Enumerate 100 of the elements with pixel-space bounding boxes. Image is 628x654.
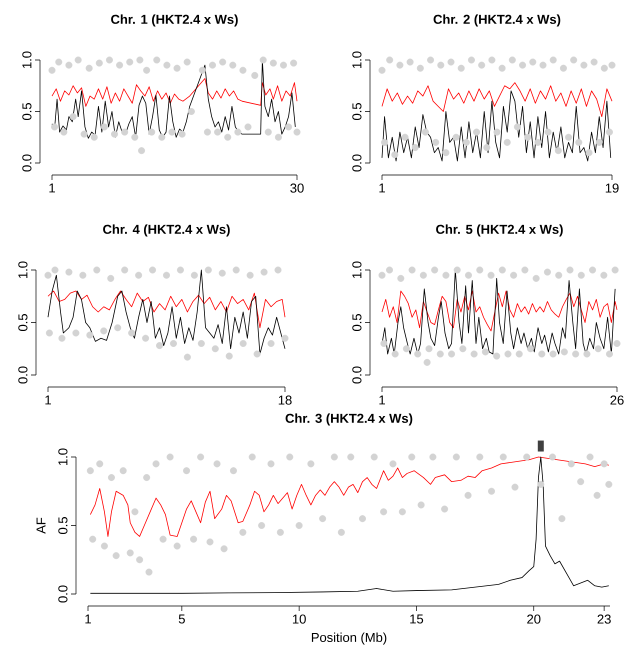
x-tick-label: 26 <box>610 396 624 405</box>
point <box>514 123 522 130</box>
point <box>570 56 578 64</box>
point <box>142 334 150 342</box>
point <box>576 138 583 146</box>
point <box>580 62 588 69</box>
point <box>414 350 422 358</box>
point <box>240 340 247 347</box>
x-tick-label: 18 <box>279 396 292 405</box>
point <box>458 64 465 72</box>
point <box>596 138 603 146</box>
point <box>183 467 190 474</box>
point <box>417 64 424 72</box>
chart-title: Chr. 4 (HKT2.4 x Ws) <box>103 224 230 236</box>
point <box>87 467 94 474</box>
point <box>561 348 568 356</box>
point <box>55 58 62 66</box>
point <box>484 144 491 152</box>
point <box>538 480 545 488</box>
point <box>44 272 52 279</box>
point <box>392 151 399 158</box>
point <box>205 266 212 274</box>
point <box>544 268 552 276</box>
point <box>170 340 178 347</box>
point <box>606 350 614 358</box>
point <box>500 454 507 460</box>
y-tick-label: 0.0 <box>58 585 68 602</box>
point <box>135 272 142 279</box>
point <box>612 266 619 274</box>
point <box>121 128 128 136</box>
point <box>499 266 506 274</box>
point <box>136 556 144 564</box>
point <box>482 348 490 356</box>
y-tick-label: 1.0 <box>352 51 362 68</box>
point <box>220 545 228 552</box>
point <box>532 274 540 282</box>
point <box>464 492 472 499</box>
point <box>212 345 220 352</box>
point <box>70 113 77 120</box>
x-tick-label: 1 <box>46 396 52 404</box>
point <box>430 454 437 460</box>
point <box>152 460 160 468</box>
point <box>48 66 56 74</box>
point <box>442 149 450 156</box>
point <box>606 480 613 488</box>
point <box>46 329 54 336</box>
y-tick-label: 0.5 <box>352 314 362 331</box>
point <box>568 460 576 468</box>
point <box>584 350 591 358</box>
point <box>234 128 242 136</box>
point <box>488 272 495 279</box>
point <box>232 266 240 274</box>
point <box>438 62 445 69</box>
point <box>476 266 484 274</box>
point <box>442 272 450 279</box>
point <box>224 134 232 141</box>
point <box>380 508 388 516</box>
y-tick-label: 0.0 <box>352 154 362 172</box>
point <box>600 460 608 468</box>
point <box>519 62 526 69</box>
point <box>66 268 73 276</box>
point <box>89 536 96 543</box>
x-axis-title: Position (Mb) <box>312 632 387 645</box>
point <box>268 460 275 468</box>
point <box>572 350 580 358</box>
point <box>555 272 562 279</box>
point <box>441 506 448 513</box>
point <box>392 350 399 358</box>
point <box>523 454 530 460</box>
point <box>403 345 410 352</box>
point <box>600 272 608 279</box>
point <box>386 266 394 274</box>
point <box>72 329 80 336</box>
point <box>408 454 416 460</box>
point <box>408 266 416 274</box>
point <box>107 274 114 282</box>
point <box>465 272 472 279</box>
point <box>530 58 537 66</box>
point <box>51 123 58 130</box>
y-axis-title: AF <box>36 518 46 534</box>
point <box>522 266 529 274</box>
point <box>52 266 59 274</box>
point <box>246 272 254 279</box>
point <box>101 542 108 550</box>
y-tick-label: 0.5 <box>22 103 32 120</box>
point <box>86 332 94 339</box>
y-tick-label: 0.5 <box>58 517 68 534</box>
point <box>586 454 594 460</box>
point <box>226 352 233 360</box>
point <box>132 508 139 516</box>
point <box>254 350 261 358</box>
point <box>549 454 556 460</box>
point <box>190 536 198 543</box>
point <box>578 272 586 279</box>
point <box>58 334 66 342</box>
point <box>101 123 108 130</box>
point <box>219 58 226 66</box>
point <box>453 454 460 460</box>
point <box>206 538 214 546</box>
point <box>199 66 206 74</box>
